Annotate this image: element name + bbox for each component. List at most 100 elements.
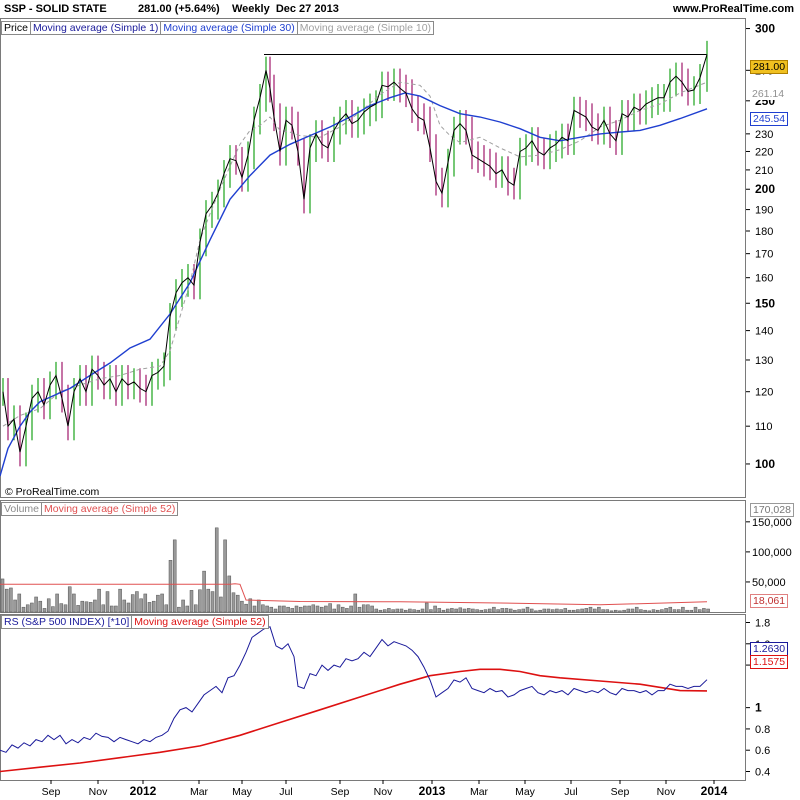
volume-bar <box>660 609 664 613</box>
volume-bar <box>395 608 400 613</box>
volume-bar <box>273 608 278 613</box>
volume-bar <box>244 603 248 613</box>
volume-bar <box>618 610 622 613</box>
volume-bar <box>269 606 274 613</box>
volume-bar <box>496 609 500 613</box>
volume-bar <box>315 605 320 613</box>
volume-bar <box>97 588 101 613</box>
volume-bar <box>4 588 9 613</box>
volume-bar <box>664 608 668 613</box>
volume-bar <box>458 607 463 613</box>
volume-bar <box>487 608 492 613</box>
rs-tick-label: 0.4 <box>755 766 770 778</box>
volume-legend: Volume Moving average (Simple 52) <box>1 502 179 516</box>
site-url[interactable]: www.ProRealTime.com <box>672 3 794 15</box>
symbol-title: SSP - SOLID STATE <box>4 3 107 15</box>
volume-bar <box>172 539 177 613</box>
volume-panel-frame <box>0 500 746 613</box>
volume-bar <box>9 587 13 613</box>
last-price-label: 281.00 <box>750 60 789 74</box>
x-tick-label: 2014 <box>701 784 728 798</box>
volume-bar <box>387 608 391 613</box>
legend-volume[interactable]: Volume <box>1 502 43 516</box>
volume-bar <box>567 609 572 613</box>
volume-bar <box>399 608 404 613</box>
volume-bar <box>336 604 341 613</box>
volume-bar <box>361 604 366 613</box>
price-tick-label: 110 <box>755 421 773 433</box>
legend-ma30[interactable]: Moving average (Simple 30) <box>160 21 298 35</box>
volume-bar <box>651 609 656 613</box>
volume-bar <box>151 600 156 613</box>
volume-bar <box>189 590 194 613</box>
volume-bar <box>492 606 496 613</box>
x-tick-label: Sep <box>42 786 61 798</box>
volume-bar <box>508 608 513 613</box>
volume-bar <box>542 608 547 613</box>
volume-bar <box>601 609 605 613</box>
legend-volume-ma[interactable]: Moving average (Simple 52) <box>41 502 179 516</box>
volume-bar <box>366 604 370 613</box>
volume-bar <box>223 539 227 613</box>
price-tick-label: 140 <box>755 326 773 338</box>
volume-bar <box>193 604 198 613</box>
volume-bar <box>475 609 479 613</box>
volume-bar <box>525 606 530 613</box>
rs-value-label: 1.2630 <box>750 642 789 656</box>
volume-bar <box>160 593 164 613</box>
legend-price[interactable]: Price <box>1 21 31 35</box>
legend-rs-ma[interactable]: Moving average (Simple 52) <box>131 615 269 629</box>
volume-bar <box>424 602 429 613</box>
volume-bar <box>88 602 93 613</box>
volume-bar <box>466 608 471 613</box>
volume-bar <box>382 609 387 613</box>
volume-bar <box>450 608 454 613</box>
price-tick-label: 220 <box>755 146 773 158</box>
x-tick-label: Mar <box>190 786 209 798</box>
volume-bar <box>118 588 122 613</box>
price-tick-label: 210 <box>755 165 773 177</box>
volume-bar <box>555 608 559 613</box>
volume-bar <box>529 608 534 613</box>
price-legend: Price Moving average (Simple 1) Moving a… <box>1 21 435 35</box>
volume-bar <box>592 608 597 613</box>
volume-bar <box>706 608 710 613</box>
x-tick-label: May <box>515 786 536 798</box>
volume-bar <box>248 598 253 613</box>
volume-bar <box>609 610 614 613</box>
volume-bar <box>676 609 681 613</box>
price-tick-label: 160 <box>755 273 773 285</box>
volume-bar <box>437 608 442 613</box>
volume-bar <box>605 609 610 613</box>
volume-bar <box>168 560 173 613</box>
volume-bar <box>513 609 517 613</box>
legend-ma10[interactable]: Moving average (Simple 10) <box>296 21 435 35</box>
volume-bar <box>42 608 47 613</box>
volume-bar <box>63 604 68 613</box>
volume-bar <box>38 600 43 613</box>
volume-bar <box>626 608 631 613</box>
price-tick-label: 230 <box>755 129 773 141</box>
volume-bar <box>55 593 59 613</box>
volume-bar <box>311 604 316 613</box>
volume-bar <box>500 608 505 613</box>
volume-ma-line <box>0 583 708 606</box>
volume-bar <box>340 606 345 613</box>
volume-bar <box>546 608 551 613</box>
ma30-line <box>0 92 708 477</box>
volume-bar <box>76 605 80 613</box>
volume-bar <box>479 609 484 613</box>
volume-bar <box>80 600 85 613</box>
rs-ma-value-label: 1.1575 <box>750 655 789 669</box>
legend-rs[interactable]: RS (S&P 500 INDEX) [*10] <box>1 615 133 629</box>
legend-ma1[interactable]: Moving average (Simple 1) <box>29 21 162 35</box>
volume-bar <box>202 570 206 613</box>
volume-bar <box>294 605 299 613</box>
volume-bar <box>370 605 374 613</box>
volume-bar <box>634 606 639 613</box>
x-tick-label: 2013 <box>419 784 446 798</box>
x-tick-label: Nov <box>657 786 676 798</box>
volume-bar <box>471 608 475 613</box>
volume-bar <box>517 609 521 613</box>
